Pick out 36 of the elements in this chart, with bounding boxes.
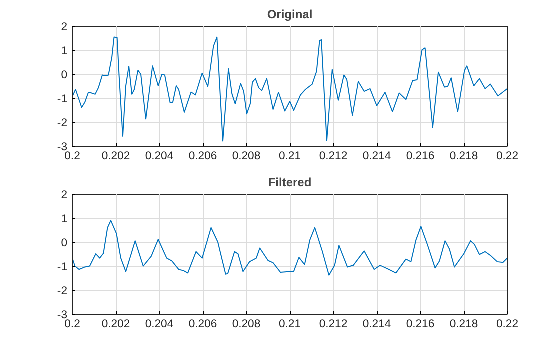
- x-tick-label: 0.212: [319, 318, 348, 330]
- x-tick-label: 0.21: [278, 150, 302, 162]
- x-tick-label: 0.21: [278, 318, 302, 330]
- y-tick-label: 1: [61, 214, 68, 226]
- line-series: [72, 220, 508, 276]
- x-tick-label: 0.2: [64, 150, 80, 162]
- x-tick-label: 0.218: [450, 150, 478, 162]
- x-tick-label: 0.204: [145, 150, 174, 162]
- x-tick-label: 0.218: [450, 318, 478, 330]
- y-tick-label: 2: [61, 22, 68, 34]
- x-tick-label: 0.22: [496, 150, 519, 162]
- y-tick-label: -2: [57, 118, 68, 130]
- chart-title: Filtered: [268, 176, 312, 190]
- x-tick-label: 0.214: [362, 318, 392, 330]
- y-tick-label: 2: [61, 190, 68, 202]
- y-tick-label: 0: [61, 70, 68, 82]
- x-tick-label: 0.206: [188, 318, 218, 330]
- x-tick-label: 0.22: [496, 318, 519, 330]
- x-tick-label: 0.214: [362, 150, 392, 162]
- chart-title: Original: [267, 8, 313, 22]
- x-tick-label: 0.202: [102, 150, 130, 162]
- x-tick-label: 0.204: [145, 318, 174, 330]
- x-tick-label: 0.2: [64, 318, 80, 330]
- x-tick-label: 0.208: [232, 318, 261, 330]
- x-tick-label: 0.208: [232, 150, 261, 162]
- y-tick-label: 0: [61, 238, 68, 250]
- x-tick-label: 0.212: [319, 150, 348, 162]
- y-tick-label: 1: [61, 46, 68, 58]
- x-tick-label: 0.202: [102, 318, 130, 330]
- x-tick-label: 0.216: [406, 150, 435, 162]
- x-tick-label: 0.216: [406, 318, 435, 330]
- y-tick-label: -1: [57, 94, 68, 106]
- y-tick-label: -1: [57, 262, 68, 274]
- x-tick-label: 0.206: [188, 150, 218, 162]
- y-tick-label: -2: [57, 286, 68, 298]
- line-series: [72, 36, 508, 142]
